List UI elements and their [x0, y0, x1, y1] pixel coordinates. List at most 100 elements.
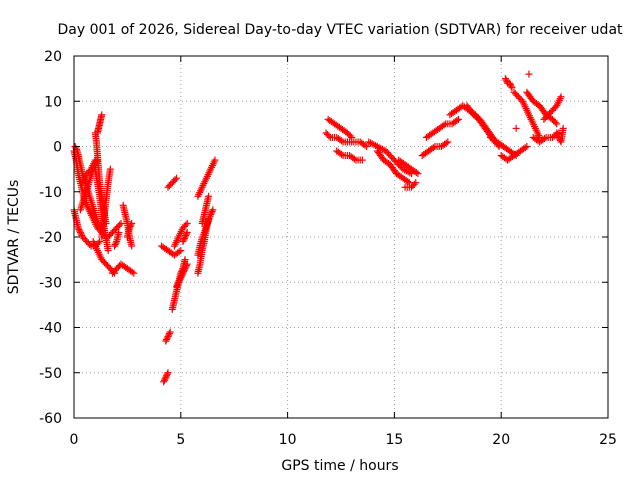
data-point [163, 372, 171, 380]
data-point [175, 278, 183, 286]
data-point [162, 373, 170, 381]
y-tick-labels: -60 -50 -40 -30 -20 -10 0 10 20 [39, 49, 62, 427]
data-point [338, 137, 346, 145]
data-point [180, 236, 188, 244]
data-point [205, 192, 213, 200]
data-point [86, 241, 94, 249]
data-point [512, 124, 520, 132]
chart-grid [74, 56, 608, 418]
data-point [412, 179, 420, 187]
data-point [346, 132, 354, 140]
y-tick-label: -60 [39, 411, 62, 427]
data-point [183, 219, 191, 227]
data-point [106, 165, 114, 173]
data-point [76, 228, 84, 236]
data-point [348, 133, 356, 141]
data-point [126, 224, 134, 232]
axis-ticks [73, 55, 609, 419]
data-point [440, 121, 448, 129]
data-point [177, 274, 185, 282]
data-point [410, 180, 418, 188]
y-tick-label: -40 [39, 321, 62, 337]
data-point [507, 82, 515, 90]
data-point [181, 265, 189, 273]
data-points [70, 70, 567, 386]
x-tick-label: 10 [279, 432, 297, 448]
data-point [208, 207, 216, 215]
data-point [557, 93, 565, 101]
data-point [501, 75, 509, 83]
y-tick-label: 10 [44, 94, 62, 110]
data-point [453, 116, 461, 124]
data-point [128, 268, 136, 276]
data-point [98, 111, 106, 119]
data-point [502, 76, 510, 84]
data-point [207, 209, 215, 217]
data-point [506, 81, 514, 89]
x-tick-labels: 0 5 10 15 20 25 [70, 432, 617, 448]
data-point [211, 156, 219, 164]
data-point [207, 210, 215, 218]
y-axis-label: SDTVAR / TECUs [6, 180, 22, 295]
data-point [559, 124, 567, 132]
data-point [130, 269, 138, 277]
data-point [160, 378, 168, 386]
data-point [171, 176, 179, 184]
data-point [117, 219, 125, 227]
data-point [75, 225, 83, 233]
data-point [363, 143, 371, 150]
data-point [175, 277, 183, 285]
data-point [165, 331, 173, 339]
data-point [523, 143, 531, 150]
data-point [163, 334, 171, 342]
data-point [182, 262, 190, 270]
data-point [160, 376, 168, 384]
data-point [164, 369, 172, 377]
x-axis-label: GPS time / hours [281, 458, 398, 474]
data-point [175, 248, 183, 256]
y-tick-label: -10 [39, 185, 62, 201]
data-point [179, 269, 187, 277]
data-point [506, 79, 514, 87]
data-point [508, 84, 516, 92]
data-point [178, 271, 186, 279]
data-point [126, 222, 134, 230]
chart-title: Day 001 of 2026, Sidereal Day-to-day VTE… [57, 22, 623, 38]
x-tick-label: 25 [599, 432, 617, 448]
data-point [209, 206, 217, 214]
data-point [115, 228, 123, 236]
data-point [163, 336, 171, 344]
data-point [182, 263, 190, 271]
data-point [173, 281, 181, 289]
data-point [173, 174, 181, 182]
y-tick-label: 20 [44, 49, 62, 65]
x-tick-label: 5 [176, 432, 185, 448]
data-point [429, 144, 437, 152]
data-point [414, 170, 422, 178]
data-point [181, 256, 189, 264]
data-point [162, 337, 170, 345]
data-point [454, 115, 462, 123]
data-point [338, 150, 346, 158]
data-point [182, 230, 190, 238]
data-point [350, 155, 358, 163]
data-point [182, 231, 190, 239]
data-point [358, 156, 366, 164]
data-point [525, 70, 533, 78]
data-point [112, 239, 120, 247]
data-point [361, 141, 369, 149]
data-point [173, 283, 181, 291]
data-point [72, 144, 80, 152]
x-tick-label: 15 [385, 432, 403, 448]
y-tick-label: -30 [39, 275, 62, 291]
data-point [180, 266, 188, 274]
data-point [183, 228, 191, 236]
data-point [128, 219, 136, 227]
data-point [540, 135, 548, 143]
data-point [551, 118, 559, 126]
data-point [181, 233, 189, 241]
data-point [111, 242, 119, 250]
x-tick-label: 0 [70, 432, 79, 448]
data-point [521, 144, 529, 152]
